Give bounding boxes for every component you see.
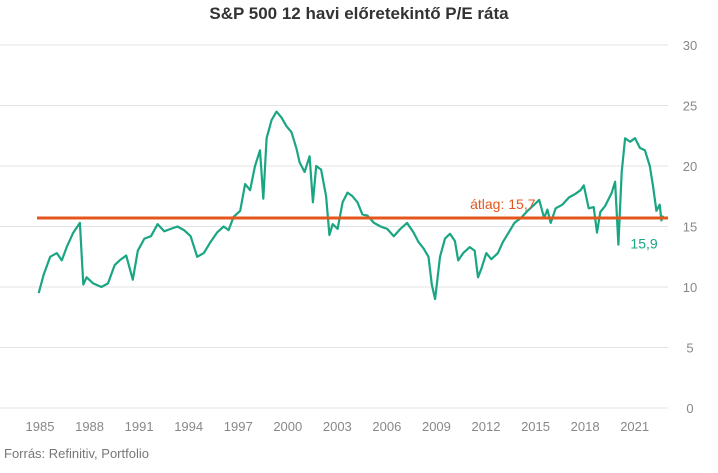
average-label: átlag: 15,7 (470, 196, 536, 212)
x-tick-label: 2009 (422, 419, 451, 434)
source-note: Forrás: Refinitiv, Portfolio (4, 446, 149, 461)
x-tick-label: 1991 (125, 419, 154, 434)
y-tick-label: 30 (683, 38, 697, 53)
x-tick-label: 1997 (224, 419, 253, 434)
x-tick-label: 2006 (372, 419, 401, 434)
x-tick-label: 2018 (571, 419, 600, 434)
x-tick-label: 2003 (323, 419, 352, 434)
x-tick-label: 2021 (620, 419, 649, 434)
y-tick-label: 15 (683, 220, 697, 235)
last-value-label: 15,9 (630, 236, 657, 252)
x-tick-label: 2000 (273, 419, 302, 434)
chart-title: S&P 500 12 havi előretekintő P/E ráta (209, 4, 509, 23)
x-axis-ticks: 1985 1988 1991 1994 1997 2000 2003 2006 2009 2012… (26, 419, 650, 434)
y-tick-label: 10 (683, 280, 697, 295)
y-tick-label: 20 (683, 159, 697, 174)
x-tick-label: 1985 (26, 419, 55, 434)
x-tick-label: 1988 (75, 419, 104, 434)
y-tick-label: 25 (683, 99, 697, 114)
y-axis-ticks: 0 5 10 15 20 25 30 (683, 38, 697, 416)
x-tick-label: 2012 (472, 419, 501, 434)
y-tick-label: 0 (686, 401, 693, 416)
pe-ratio-series-line (37, 110, 665, 301)
x-tick-label: 1994 (174, 419, 203, 434)
x-tick-label: 2015 (521, 419, 550, 434)
y-tick-label: 5 (686, 341, 693, 356)
